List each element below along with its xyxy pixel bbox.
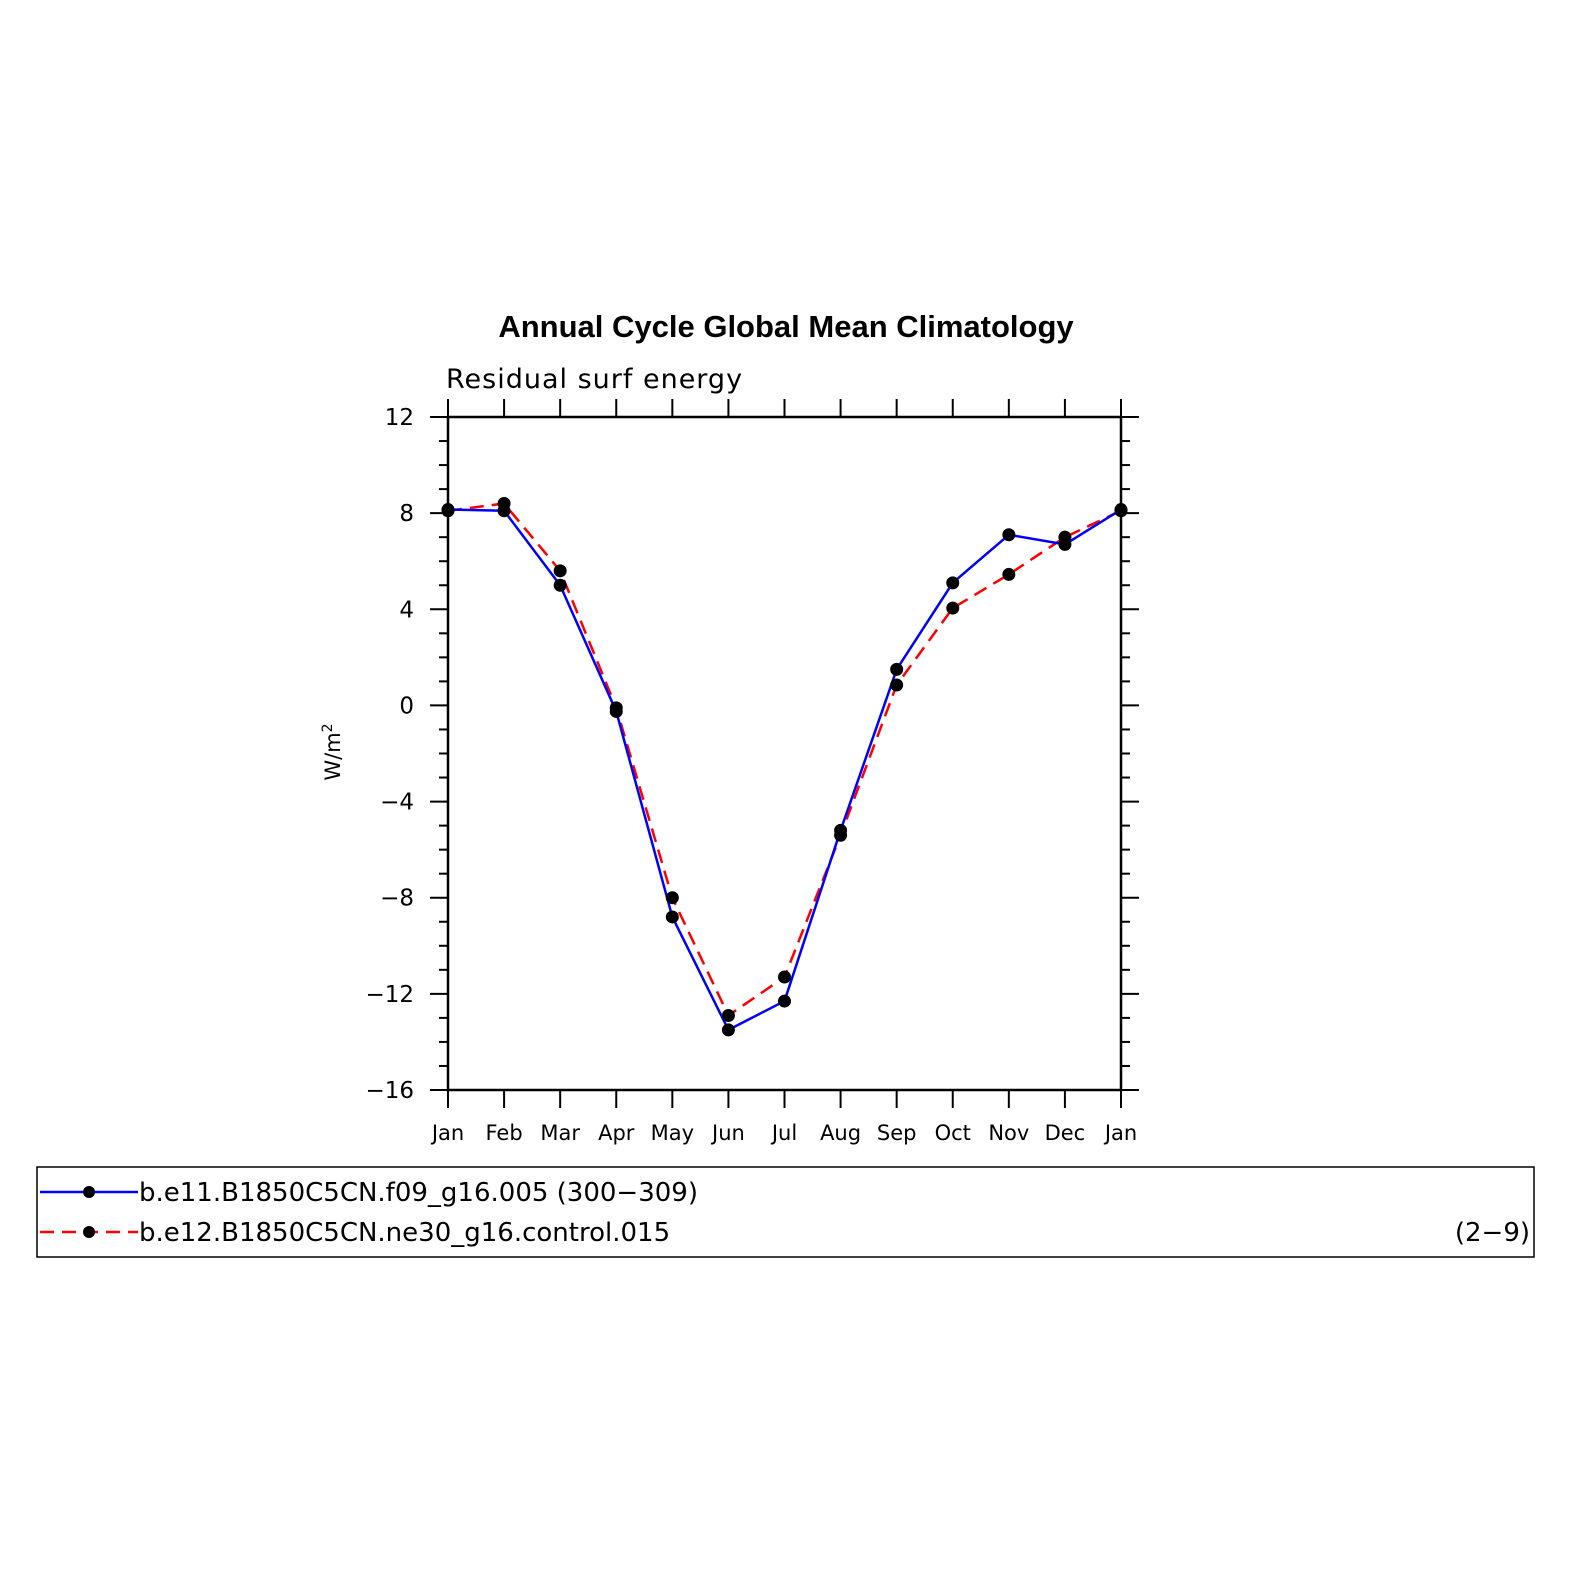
data-point-series-2 xyxy=(665,891,679,905)
y-tick-label: −12 xyxy=(365,982,414,1008)
plot-frame xyxy=(446,415,1123,1092)
legend-label-series-2-suffix: (2−9) xyxy=(1455,1218,1530,1248)
series-line-1 xyxy=(447,508,1122,1032)
data-point-series-1 xyxy=(778,994,791,1008)
data-point-series-1 xyxy=(665,910,679,924)
y-tick-label: −8 xyxy=(380,886,414,912)
data-point-series-1 xyxy=(553,578,567,592)
data-point-series-1 xyxy=(721,1023,735,1037)
y-axis-label: W/m2 xyxy=(320,723,345,780)
data-point-series-2 xyxy=(890,678,904,692)
data-point-series-2 xyxy=(553,564,567,578)
data-point-series-1 xyxy=(1002,528,1016,542)
chart-subtitle: Residual surf energy xyxy=(446,364,743,395)
y-tick-label: 0 xyxy=(399,693,414,719)
x-tick-label: Nov xyxy=(988,1121,1029,1145)
y-tick-label: −4 xyxy=(380,790,414,816)
data-point-series-2 xyxy=(497,497,511,511)
axes: 12 8 4 0 −4 −8 −12 −16 Jan Feb Mar Apr May Jun Jul Aug S… xyxy=(365,399,1139,1145)
data-point-series-1 xyxy=(890,662,904,676)
legend-entry-series-2: b.e12.B1850C5CN.ne30_g16.control.015 (2−… xyxy=(40,1218,1530,1248)
y-tick-label: −16 xyxy=(365,1078,414,1104)
x-tick-label: Sep xyxy=(877,1121,917,1145)
legend-label-series-2: b.e12.B1850C5CN.ne30_g16.control.015 xyxy=(139,1218,670,1248)
x-tick-label: Apr xyxy=(598,1121,635,1145)
data-point-series-2 xyxy=(1114,504,1128,518)
data-point-series-2 xyxy=(946,601,960,615)
data-point-series-2 xyxy=(721,1008,735,1022)
data-point-series-2 xyxy=(834,828,848,842)
x-tick-label: Aug xyxy=(820,1121,861,1145)
legend-entry-series-1: b.e11.B1850C5CN.f09_g16.005 (300−309) xyxy=(40,1178,698,1208)
data-point-series-1 xyxy=(946,576,960,590)
data-point-series-2 xyxy=(609,701,623,715)
data-point-series-2 xyxy=(441,504,455,518)
data-point-series-2 xyxy=(778,970,791,984)
chart-title: Annual Cycle Global Mean Climatology xyxy=(498,309,1074,344)
x-tick-label: Oct xyxy=(935,1121,971,1145)
y-tick-label: 12 xyxy=(385,405,414,431)
data-point-series-2 xyxy=(1002,567,1016,581)
series-line-2 xyxy=(447,502,1122,1017)
legend-label-series-1: b.e11.B1850C5CN.f09_g16.005 (300−309) xyxy=(139,1178,698,1208)
data-point-series-2 xyxy=(1058,530,1072,544)
legend-marker-series-2 xyxy=(83,1226,95,1238)
y-axis-label-base: W/m xyxy=(321,732,345,780)
x-tick-label: Feb xyxy=(485,1121,522,1145)
y-axis-label-superscript: 2 xyxy=(320,723,336,732)
x-tick-label: Jan xyxy=(430,1121,464,1145)
x-tick-label: Jul xyxy=(770,1121,797,1145)
x-tick-label: Mar xyxy=(540,1121,580,1145)
x-tick-label: Dec xyxy=(1045,1121,1086,1145)
x-tick-label: May xyxy=(651,1121,694,1145)
y-tick-label: 8 xyxy=(399,501,414,527)
legend-marker-series-1 xyxy=(83,1186,95,1198)
x-tick-label: Jun xyxy=(710,1121,745,1145)
legend-box xyxy=(36,1166,1535,1258)
x-tick-label: Jan xyxy=(1103,1121,1137,1145)
series-lines xyxy=(441,497,1128,1037)
y-tick-label: 4 xyxy=(399,597,414,623)
